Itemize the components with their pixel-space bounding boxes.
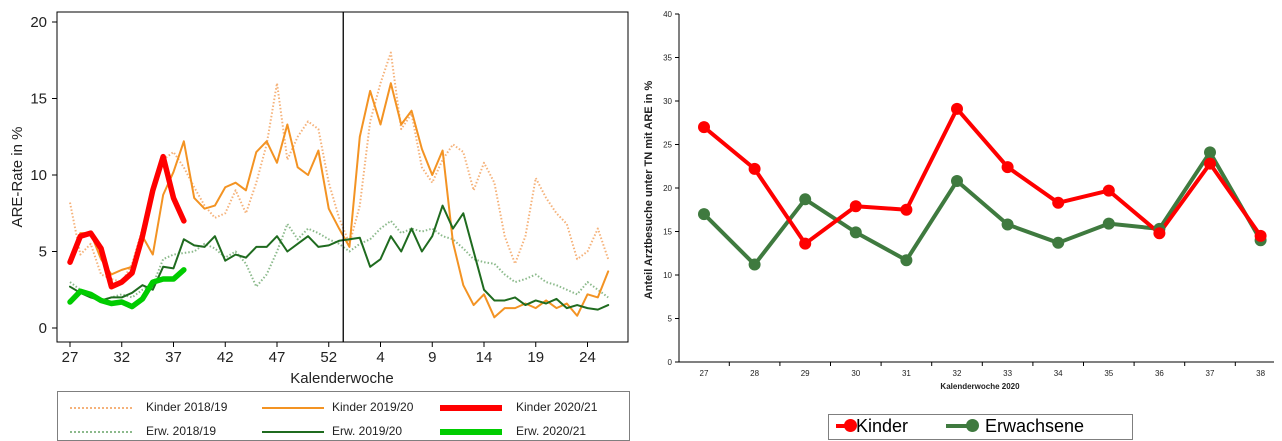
legend-swatch-1 — [262, 407, 324, 409]
series-line-kinder-2020-21 — [67, 153, 187, 290]
point-kinder — [1102, 184, 1115, 197]
legend-1 — [57, 391, 630, 441]
x-tick-label-2: 33 — [1003, 369, 1012, 378]
x-tick-label-1: 42 — [217, 349, 234, 366]
series-line-erwachsene — [702, 150, 1263, 267]
series-line-kinder-2018-19 — [69, 51, 610, 284]
point-kinder — [748, 162, 761, 175]
x-tick-label-1: 4 — [376, 349, 384, 366]
point-kinder — [698, 121, 710, 134]
y-tick-label-1: 5 — [39, 244, 47, 261]
point-erwachsene — [1204, 146, 1216, 159]
legend-label-1: Kinder 2018/19 — [146, 400, 228, 414]
plot-area-1 — [56, 11, 629, 343]
x-tick-label-2: 32 — [953, 369, 962, 378]
point-erwachsene — [748, 258, 761, 271]
y-tick-label-2: 25 — [663, 141, 672, 150]
legend-marker-2 — [966, 419, 979, 432]
x-tick-label-2: 34 — [1054, 369, 1063, 378]
x-tick-label-2: 27 — [700, 369, 709, 378]
point-erwachsene — [900, 254, 913, 267]
legend-marker-2 — [844, 419, 857, 432]
x-tick-label-2: 37 — [1206, 369, 1215, 378]
y-tick-label-2: 10 — [663, 271, 672, 280]
x-tick-label-2: 28 — [750, 369, 759, 378]
x-tick-label-1: 47 — [269, 349, 286, 366]
series-line-kinder-2019-20 — [69, 82, 610, 319]
y-tick-label-1: 15 — [30, 91, 47, 108]
y-tick-label-2: 20 — [663, 184, 672, 193]
y-tick-label-1: 20 — [30, 14, 47, 31]
point-erwachsene — [799, 193, 812, 206]
point-erwachsene — [951, 175, 963, 188]
legend-swatch-1 — [70, 407, 132, 409]
legend-label-1: Erw. 2019/20 — [332, 424, 403, 438]
x-tick-label-2: 36 — [1155, 369, 1164, 378]
legend-swatch-1 — [440, 429, 502, 435]
legend-label-2: Erwachsene — [985, 416, 1085, 436]
legend-swatch-1 — [262, 431, 324, 433]
series-line-kinder — [702, 106, 1263, 246]
series-line-erw-2019-20 — [69, 204, 610, 311]
point-kinder — [951, 102, 963, 115]
legend-label-1: Kinder 2020/21 — [516, 400, 598, 414]
x-tick-label-2: 35 — [1104, 369, 1113, 378]
y-tick-label-1: 10 — [30, 167, 47, 184]
y-axis-label-1: ARE-Rate in % — [9, 127, 26, 228]
legend-label-1: Kinder 2019/20 — [332, 400, 414, 414]
point-kinder — [1052, 196, 1065, 209]
legend-label-1: Erw. 2020/21 — [516, 424, 587, 438]
y-axis-label-2: Anteil Arztbesuche unter TN mit ARE in % — [643, 80, 655, 299]
y-tick-label-2: 15 — [663, 228, 672, 237]
x-tick-label-1: 37 — [165, 349, 182, 366]
series-line-erw-2020-21 — [67, 267, 187, 310]
point-kinder — [849, 200, 862, 213]
point-kinder — [900, 203, 913, 216]
x-tick-label-1: 32 — [113, 349, 130, 366]
y-tick-label-2: 5 — [668, 315, 673, 324]
x-axis-label-1: Kalenderwoche — [290, 370, 393, 387]
point-kinder — [799, 237, 812, 250]
x-tick-label-1: 14 — [476, 349, 493, 366]
x-tick-label-1: 24 — [579, 349, 596, 366]
x-tick-label-1: 9 — [428, 349, 436, 366]
point-erwachsene — [1102, 217, 1115, 230]
point-kinder — [1001, 161, 1014, 174]
legend-label-1: Erw. 2018/19 — [146, 424, 217, 438]
point-erwachsene — [1052, 236, 1065, 249]
x-tick-label-2: 38 — [1256, 369, 1265, 378]
point-kinder — [1153, 227, 1166, 240]
x-tick-label-1: 52 — [320, 349, 337, 366]
point-erwachsene — [1254, 234, 1267, 247]
x-tick-label-2: 30 — [851, 369, 860, 378]
x-tick-label-1: 27 — [62, 349, 79, 366]
y-tick-label-2: 35 — [663, 54, 672, 63]
point-erwachsene — [849, 226, 862, 239]
y-tick-label-2: 0 — [668, 358, 673, 367]
are-rate-chart: 0 5 10 15 20 27 32 37 42 47 52 4 9 14 19 24 ARE-Rate in… — [9, 11, 629, 387]
legend-2 — [828, 414, 1133, 440]
x-axis-label-2: Kalenderwoche 2020 — [940, 382, 1020, 391]
legend-swatch-2 — [946, 424, 976, 428]
series-line-erw-2018-19 — [69, 219, 609, 302]
legend-swatch-1 — [70, 431, 132, 433]
point-erwachsene — [698, 208, 710, 221]
legend-swatch-2 — [836, 424, 848, 428]
x-tick-label-2: 29 — [801, 369, 810, 378]
point-kinder — [1204, 157, 1216, 170]
y-tick-label-2: 30 — [663, 97, 672, 106]
y-tick-label-1: 0 — [39, 320, 47, 337]
y-tick-label-2: 40 — [663, 10, 672, 19]
point-erwachsene — [1153, 222, 1166, 235]
legend-label-2: Kinder — [856, 416, 909, 436]
x-tick-label-2: 31 — [902, 369, 911, 378]
x-tick-label-1: 19 — [527, 349, 544, 366]
point-kinder — [1254, 229, 1267, 242]
legend-swatch-1 — [440, 405, 502, 411]
point-erwachsene — [1001, 218, 1014, 231]
